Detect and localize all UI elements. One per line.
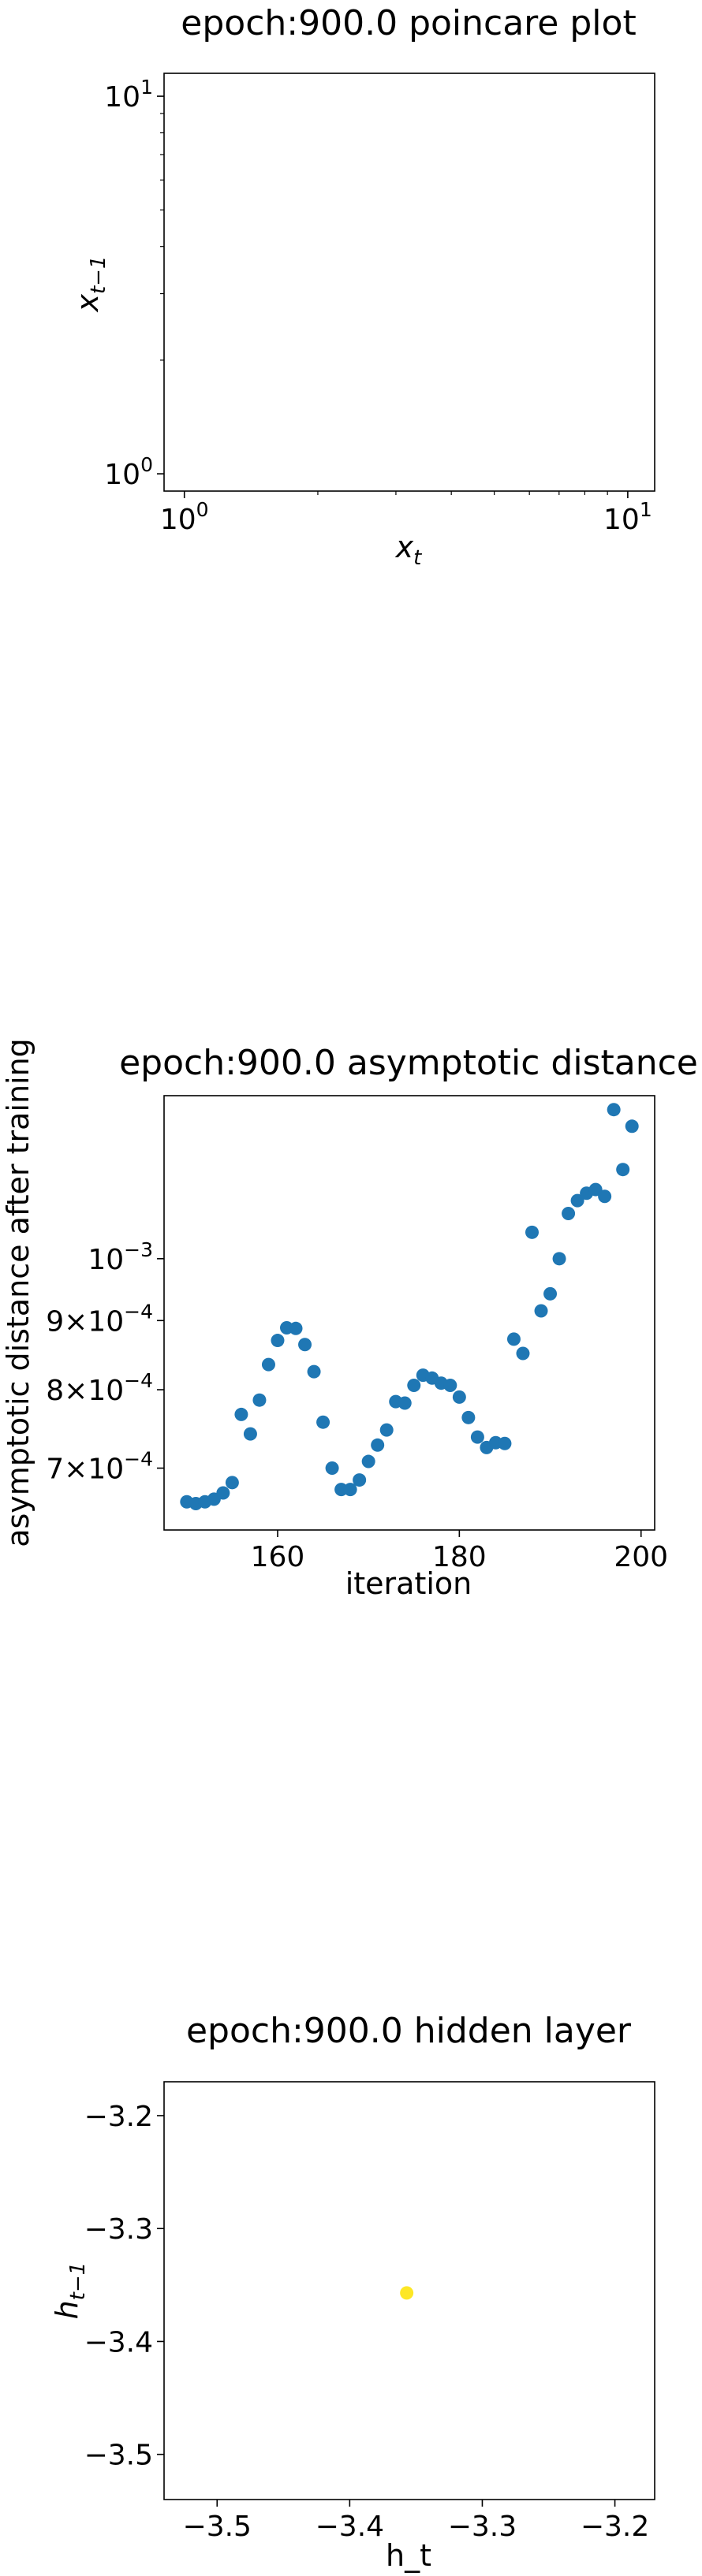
poincare-plot-frame	[163, 73, 655, 492]
distance-point	[343, 1483, 357, 1497]
hidden-title: epoch:900.0 hidden layer	[186, 2011, 632, 2051]
distance-point	[598, 1189, 612, 1204]
hidden-x-tick-label: −3.2	[581, 2511, 649, 2543]
hidden-point	[400, 2286, 414, 2300]
distance-plot-frame	[163, 1095, 655, 1531]
distance-point	[353, 1473, 367, 1487]
distance-x-ticks: 160 180 200	[251, 1530, 668, 1573]
poincare-x-tick-label: 100	[160, 498, 209, 536]
distance-point	[371, 1438, 385, 1452]
hidden-y-tick-label: −3.3	[84, 2213, 153, 2246]
distance-x-tick-label: 160	[251, 1541, 305, 1573]
hidden-y-tick-label: −3.2	[84, 2101, 153, 2133]
distance-point	[243, 1427, 257, 1441]
hidden-x-axis-label: h_t	[386, 2538, 431, 2573]
distance-point	[562, 1206, 576, 1220]
distance-point	[525, 1225, 539, 1239]
distance-point	[534, 1304, 548, 1318]
poincare-y-axis-label: xt−1	[70, 255, 110, 312]
hidden-y-tick-label: −3.4	[84, 2326, 153, 2358]
hidden-x-tick-label: −3.4	[316, 2511, 384, 2543]
distance-point	[398, 1396, 412, 1410]
hidden-y-ticks: −3.5 −3.4 −3.3 −3.2	[84, 2101, 164, 2472]
distance-point	[470, 1430, 484, 1444]
poincare-title: epoch:900.0 poincare plot	[181, 3, 636, 43]
distance-point	[616, 1163, 630, 1177]
poincare-y-tick-label: 101	[104, 76, 153, 114]
distance-y-axis-label: asymptotic distance after training	[1, 1038, 35, 1547]
distance-point	[261, 1357, 275, 1372]
distance-y-ticks: 7×10−4 8×10−4 9×10−4 10−3	[46, 1238, 164, 1486]
distance-y-tick-label: 7×10−4	[46, 1448, 153, 1486]
poincare-y-tick-label: 100	[104, 453, 153, 491]
distance-x-tick-label: 200	[614, 1541, 668, 1573]
distance-point	[506, 1332, 521, 1346]
poincare-x-ticks: 100 101	[160, 491, 652, 536]
hidden-x-ticks: −3.5 −3.4 −3.3 −3.2	[183, 2500, 649, 2543]
poincare-y-ticks: 100 101	[104, 76, 164, 491]
distance-point	[461, 1410, 476, 1424]
poincare-y-minor-ticks	[160, 113, 164, 361]
distance-point	[325, 1461, 339, 1476]
distance-point	[588, 1182, 603, 1197]
hidden-y-tick-label: −3.5	[84, 2440, 153, 2472]
hidden-y-axis-label: ht−1	[50, 2262, 90, 2320]
hidden-chart: epoch:900.0 hidden layer −3.5 −3.4 −3.3 −3.…	[50, 2011, 655, 2573]
distance-point	[407, 1378, 421, 1392]
distance-point	[234, 1407, 248, 1421]
poincare-chart: epoch:900.0 poincare plot 100 101 100101 …	[70, 3, 655, 570]
hidden-points	[400, 2286, 414, 2300]
distance-point	[607, 1103, 621, 1117]
distance-point	[570, 1193, 584, 1208]
distance-point	[361, 1454, 375, 1469]
distance-point	[316, 1415, 330, 1429]
distance-point	[379, 1423, 394, 1437]
distance-points	[180, 1103, 639, 1510]
distance-point	[543, 1286, 558, 1301]
poincare-x-axis-label: xt	[395, 530, 423, 570]
distance-point	[625, 1119, 639, 1134]
poincare-x-minor-ticks	[317, 491, 608, 495]
distance-point	[516, 1346, 530, 1361]
poincare-x-tick-label: 101	[603, 498, 652, 536]
distance-title: epoch:900.0 asymptotic distance	[119, 1043, 698, 1083]
distance-chart: epoch:900.0 asymptotic distance 160 180 20…	[1, 1038, 698, 1601]
distance-point	[225, 1476, 239, 1490]
distance-y-tick-label: 8×10−4	[46, 1369, 153, 1407]
distance-point	[271, 1334, 285, 1348]
distance-point	[289, 1321, 303, 1335]
distance-point	[216, 1486, 230, 1500]
hidden-x-tick-label: −3.3	[448, 2511, 517, 2543]
hidden-x-tick-label: −3.5	[183, 2511, 252, 2543]
distance-point	[552, 1252, 566, 1266]
hidden-plot-frame	[163, 2081, 655, 2500]
distance-x-axis-label: iteration	[345, 1566, 472, 1601]
distance-y-tick-label: 10−3	[88, 1238, 153, 1276]
distance-point	[307, 1364, 321, 1379]
distance-point	[443, 1378, 457, 1392]
distance-point	[252, 1393, 267, 1407]
distance-x-tick-label: 180	[432, 1541, 487, 1573]
distance-point	[498, 1436, 512, 1450]
distance-y-tick-label: 9×10−4	[46, 1300, 153, 1338]
distance-point	[452, 1390, 466, 1404]
distance-point	[298, 1338, 312, 1352]
